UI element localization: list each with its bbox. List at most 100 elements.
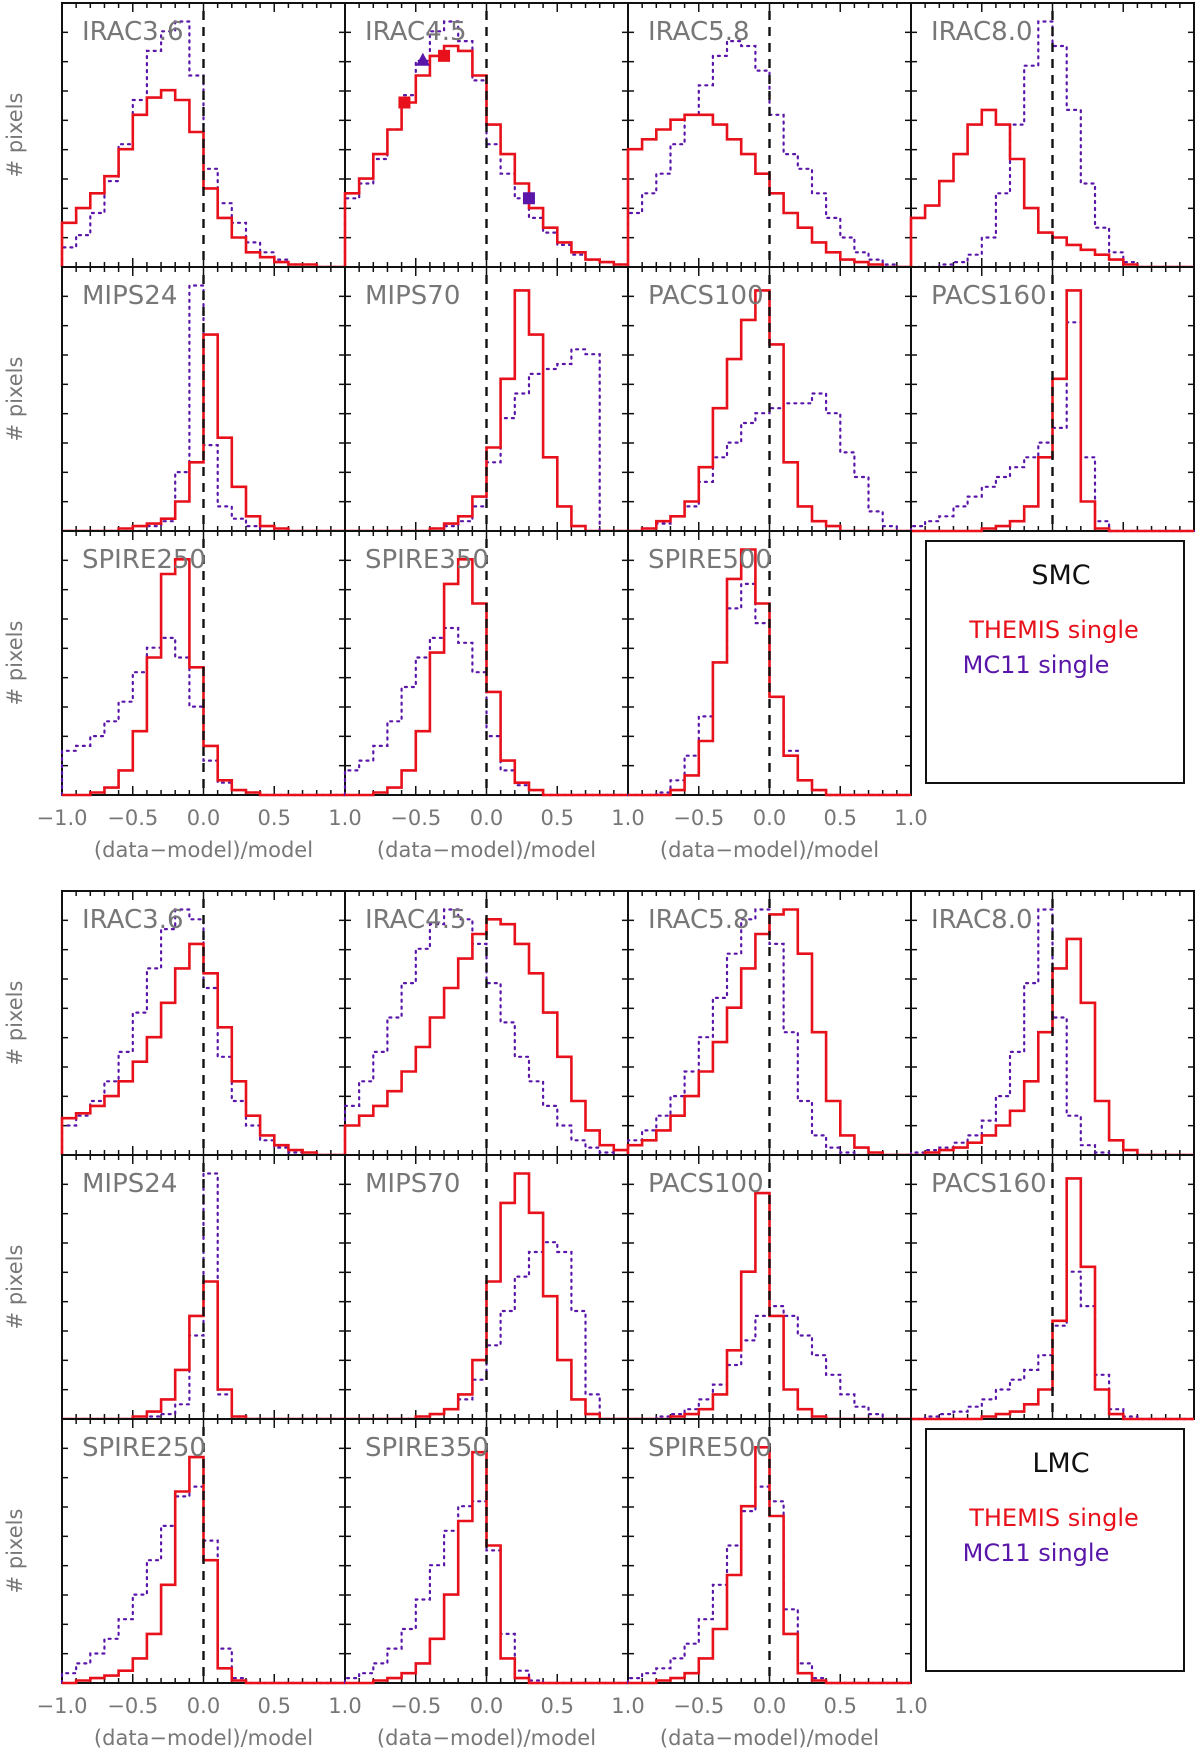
- x-axis-label: (data−model)/model: [377, 1726, 596, 1750]
- x-tick-label: 0.0: [470, 1694, 503, 1718]
- x-tick-label: 1.0: [611, 806, 644, 830]
- themis-histogram: [62, 1455, 345, 1685]
- legend-themis: THEMIS single: [968, 616, 1139, 644]
- themis-histogram: [628, 1446, 911, 1685]
- x-tick-label: 1.0: [894, 1694, 927, 1718]
- panel-mips24: MIPS24 # pixels: [3, 266, 347, 533]
- y-axis-label: # pixels: [3, 1509, 27, 1594]
- panel-title: IRAC8.0: [931, 905, 1033, 935]
- panel-irac5.8: IRAC5.8: [626, 890, 913, 1157]
- x-tick-label: 1.0: [611, 1694, 644, 1718]
- legend: LMC THEMIS single MC11 single: [925, 1428, 1185, 1672]
- x-axis-label: (data−model)/model: [377, 838, 596, 862]
- panel-spire350: SPIRE350: [343, 530, 630, 797]
- panel-title: SPIRE350: [365, 545, 489, 575]
- panel-title: SPIRE250: [82, 545, 206, 575]
- panel-spire350: SPIRE350: [343, 1418, 630, 1685]
- themis-square-marker: [438, 49, 451, 62]
- themis-histogram: [626, 908, 911, 1157]
- x-tick-label: 1.0: [328, 1694, 361, 1718]
- figure-smc: IRAC3.6 # pixels IRAC4.5 IRAC5.8 IRAC8.0 MIPS…: [3, 2, 1196, 862]
- panel-irac8.0: IRAC8.0: [909, 890, 1196, 1157]
- x-tick-label: 0.0: [470, 806, 503, 830]
- legend-mc11: MC11 single: [963, 651, 1110, 679]
- themis-histogram: [62, 558, 345, 797]
- x-tick-label: −0.5: [673, 806, 724, 830]
- themis-square-marker: [398, 96, 411, 109]
- x-axis-label: (data−model)/model: [660, 1726, 879, 1750]
- x-tick-label: 1.0: [894, 806, 927, 830]
- panel-pacs160: PACS160: [909, 1154, 1196, 1421]
- panel-pacs100: PACS100: [626, 1154, 913, 1421]
- panel-title: MIPS70: [365, 1169, 460, 1199]
- panel-title: PACS160: [931, 281, 1047, 311]
- panel-title: IRAC4.5: [365, 17, 467, 47]
- panel-title: SPIRE500: [648, 545, 772, 575]
- panel-pacs100: PACS100: [626, 266, 913, 533]
- panel-pacs160: PACS160: [909, 266, 1196, 533]
- panel-title: IRAC5.8: [648, 905, 750, 935]
- panel-spire500: SPIRE500: [626, 1418, 913, 1685]
- panel-title: PACS160: [931, 1169, 1047, 1199]
- legend-themis: THEMIS single: [968, 1504, 1139, 1532]
- panel-title: IRAC5.8: [648, 17, 750, 47]
- mc11-histogram: [60, 1485, 347, 1685]
- panel-irac3.6: IRAC3.6 # pixels: [3, 890, 347, 1157]
- legend-title: SMC: [1031, 560, 1090, 591]
- x-tick-label: −0.5: [673, 1694, 724, 1718]
- y-axis-label: # pixels: [3, 93, 27, 178]
- y-axis-label: # pixels: [3, 621, 27, 706]
- x-tick-label: 0.0: [187, 1694, 220, 1718]
- x-tick-label: 0.5: [258, 806, 291, 830]
- panel-title: MIPS24: [82, 281, 177, 311]
- figure-lmc: IRAC3.6 # pixels IRAC4.5 IRAC5.8 IRAC8.0 MIPS…: [3, 890, 1196, 1750]
- x-tick-label: 0.5: [541, 1694, 574, 1718]
- x-tick-label: 0.5: [258, 1694, 291, 1718]
- mc11-histogram: [626, 40, 913, 269]
- panel-mips24: MIPS24 # pixels: [3, 1154, 347, 1421]
- themis-histogram: [345, 1450, 628, 1685]
- mc11-histogram: [909, 20, 1196, 269]
- mc11-triangle-marker: [415, 52, 430, 66]
- panel-spire250: SPIRE250 # pixels: [3, 1418, 347, 1685]
- panel-title: MIPS70: [365, 281, 460, 311]
- panel-title: SPIRE500: [648, 1433, 772, 1463]
- x-tick-label: −1.0: [37, 1694, 88, 1718]
- mc11-histogram: [343, 908, 630, 1157]
- themis-histogram: [628, 548, 911, 797]
- x-tick-label: 1.0: [328, 806, 361, 830]
- x-tick-label: 0.5: [824, 806, 857, 830]
- panel-title: PACS100: [648, 1169, 764, 1199]
- y-axis-label: # pixels: [3, 981, 27, 1066]
- themis-histogram: [909, 108, 1194, 269]
- legend-frame: [925, 1428, 1185, 1672]
- panel-mips70: MIPS70: [343, 266, 630, 533]
- panel-title: IRAC3.6: [82, 905, 184, 935]
- panel-title: PACS100: [648, 281, 764, 311]
- panel-spire500: SPIRE500: [626, 530, 913, 797]
- x-tick-label: −0.5: [107, 1694, 158, 1718]
- y-axis-label: # pixels: [3, 357, 27, 442]
- themis-histogram: [343, 44, 630, 267]
- x-axis-label: (data−model)/model: [94, 1726, 313, 1750]
- panel-title: MIPS24: [82, 1169, 177, 1199]
- themis-histogram: [911, 937, 1194, 1157]
- themis-histogram: [60, 942, 345, 1157]
- x-axis-label: (data−model)/model: [660, 838, 879, 862]
- x-axis-label: (data−model)/model: [94, 838, 313, 862]
- panel-title: IRAC3.6: [82, 17, 184, 47]
- legend-frame: [925, 540, 1185, 784]
- panel-title: IRAC8.0: [931, 17, 1033, 47]
- panel-spire250: SPIRE250 # pixels: [3, 530, 347, 797]
- panel-irac3.6: IRAC3.6 # pixels: [3, 2, 347, 269]
- themis-histogram: [343, 918, 630, 1155]
- panel-irac8.0: IRAC8.0: [909, 2, 1196, 269]
- x-tick-label: 0.5: [824, 1694, 857, 1718]
- x-tick-label: 0.5: [541, 806, 574, 830]
- y-axis-label: # pixels: [3, 1245, 27, 1330]
- x-tick-label: 0.0: [753, 806, 786, 830]
- panel-irac5.8: IRAC5.8: [626, 2, 913, 269]
- panel-title: SPIRE250: [82, 1433, 206, 1463]
- panel-irac4.5: IRAC4.5: [343, 890, 630, 1157]
